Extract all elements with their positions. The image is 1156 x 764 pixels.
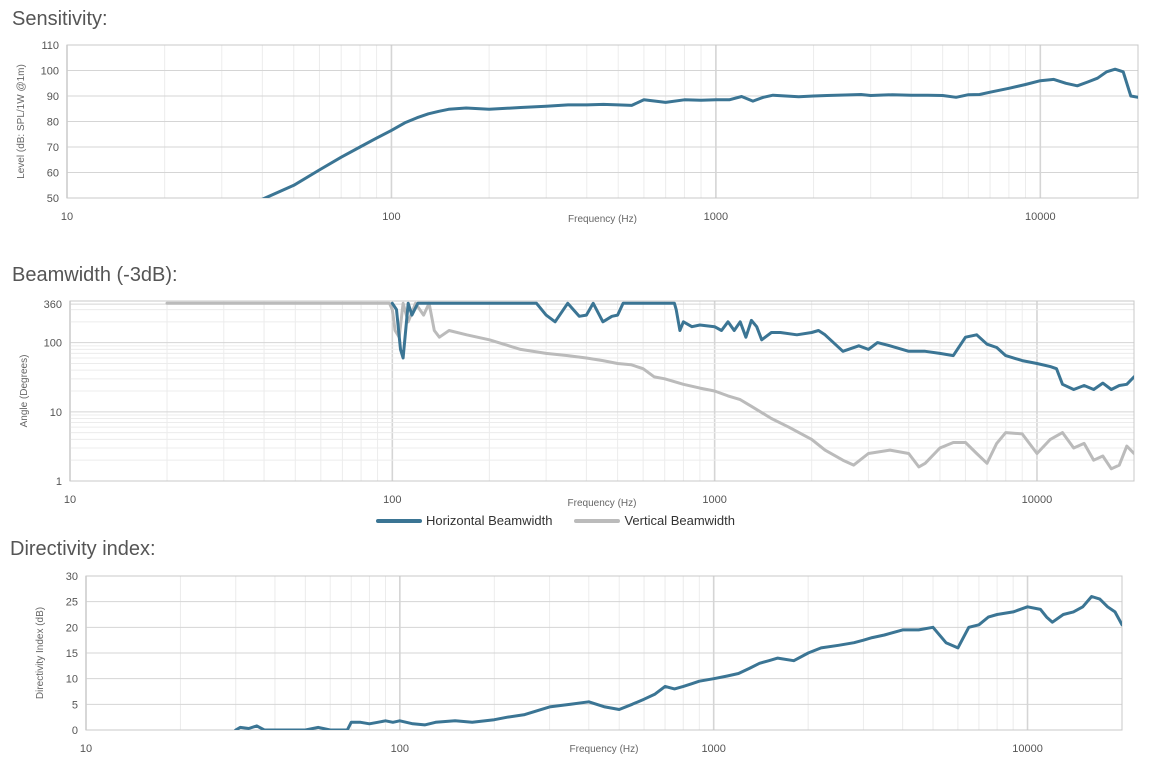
directivity-xtick-label: 100 (391, 743, 409, 755)
directivity-ytick-label: 10 (66, 674, 78, 686)
directivity-xtick-label: 1000 (701, 743, 725, 755)
beamwidth-ytick-label: 360 (44, 299, 62, 311)
sensitivity-xtick-label: 10 (61, 211, 73, 223)
sensitivity-xtick-label: 10000 (1025, 211, 1056, 223)
sensitivity-xtick-label: 100 (382, 211, 400, 223)
sensitivity-chart: 50 60 70 80 90 100 110 10 100 1000 10000 Frequency … (16, 40, 1139, 225)
directivity-xaxis-label: Frequency (Hz) (570, 744, 639, 755)
directivity-ytick-label: 15 (66, 648, 78, 660)
legend-swatch-horizontal (376, 518, 422, 523)
beamwidth-plot-frame (69, 300, 1135, 482)
sensitivity-series-line (261, 67, 1138, 198)
sensitivity-xaxis-label: Frequency (Hz) (568, 214, 637, 225)
sensitivity-ytick-label: 60 (47, 168, 59, 180)
legend-label-horizontal: Horizontal Beamwidth (426, 513, 553, 528)
directivity-series-line (234, 595, 1122, 730)
directivity-ytick-label: 20 (66, 622, 78, 634)
beamwidth-xtick-label: 10000 (1022, 494, 1053, 506)
beamwidth-ytick-label: 1 (56, 476, 62, 488)
legend-swatch-vertical (574, 518, 621, 523)
sensitivity-xtick-label: 1000 (704, 211, 728, 223)
sensitivity-ytick-label: 90 (47, 91, 59, 103)
directivity-ytick-label: 25 (66, 597, 78, 609)
beamwidth-xtick-label: 10 (64, 494, 76, 506)
sensitivity-ytick-label: 80 (47, 117, 59, 129)
beamwidth-vertical-beamwidth-line (165, 301, 1134, 471)
directivity-ytick-label: 0 (72, 725, 78, 737)
sensitivity-plot-frame (66, 44, 1139, 199)
sensitivity-ytick-label: 110 (41, 40, 59, 52)
directivity-xtick-label: 10 (80, 743, 92, 755)
directivity-ytick-label: 30 (66, 571, 78, 583)
beamwidth-legend: Horizontal Beamwidth Vertical Beamwidth (376, 513, 757, 528)
directivity-title: Directivity index: (10, 538, 156, 560)
directivity-plot-frame (85, 575, 1123, 731)
legend-item-vertical: Vertical Beamwidth (574, 513, 735, 528)
sensitivity-ytick-label: 50 (47, 193, 59, 205)
beamwidth-ytick-label: 100 (44, 338, 62, 350)
legend-item-horizontal: Horizontal Beamwidth (376, 513, 552, 528)
legend-label-vertical: Vertical Beamwidth (624, 513, 736, 528)
sensitivity-title: Sensitivity: (12, 8, 108, 30)
beamwidth-xtick-label: 1000 (702, 494, 726, 506)
sensitivity-ytick-label: 100 (41, 66, 59, 78)
beamwidth-title: Beamwidth (-3dB): (12, 264, 178, 286)
beamwidth-xaxis-label: Frequency (Hz) (568, 498, 637, 509)
directivity-chart: 0 5 10 15 20 25 30 10 100 1000 10000 Frequency (Hz)… (35, 571, 1123, 755)
sensitivity-ytick-label: 70 (47, 142, 59, 154)
sensitivity-yaxis-label: Level (dB: SPL/1W @1m) (16, 64, 27, 179)
beamwidth-yaxis-label: Angle (Degrees) (19, 355, 30, 428)
beamwidth-xtick-label: 100 (383, 494, 401, 506)
directivity-ytick-label: 5 (72, 699, 78, 711)
beamwidth-horizontal-beamwidth-line (390, 301, 1134, 391)
directivity-yaxis-label: Directivity Index (dB) (35, 607, 46, 699)
beamwidth-ytick-label: 10 (50, 407, 62, 419)
directivity-xtick-label: 10000 (1012, 743, 1043, 755)
